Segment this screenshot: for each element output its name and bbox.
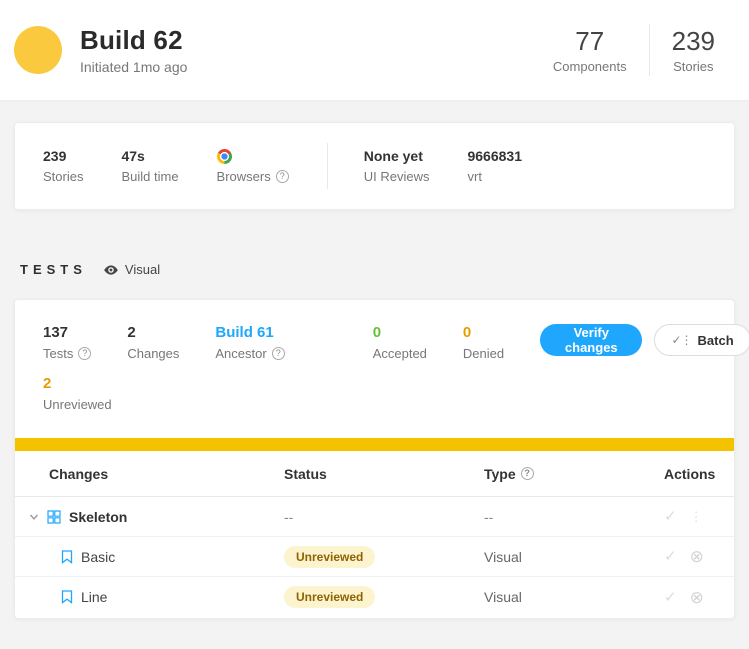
accepted-stat: 0 Accepted — [373, 324, 427, 361]
more-actions-icon[interactable]: ⋮ — [689, 508, 703, 524]
column-header-status: Status — [284, 465, 327, 482]
build-summary-card: 239 Stories 47s Build time Browsers ? No… — [14, 122, 735, 210]
bookmark-icon — [61, 549, 73, 564]
vrt-stat: 9666831 vrt — [467, 148, 522, 184]
ancestor-help-icon[interactable]: ? — [271, 347, 285, 360]
tests-count-label: Tests — [43, 346, 74, 361]
ui-reviews-label: UI Reviews — [363, 169, 430, 184]
build-title-block: Build 62 Initiated 1mo ago — [80, 25, 187, 75]
accepted-count: 0 — [372, 324, 382, 341]
deny-icon[interactable]: ⊗ — [689, 547, 704, 566]
row-type: Visual — [484, 548, 522, 565]
changes-count-stat: 2 Changes — [127, 324, 179, 361]
chevron-down-icon[interactable] — [29, 512, 39, 522]
build-avatar — [14, 26, 62, 74]
deny-icon[interactable]: ⊗ — [689, 587, 704, 607]
ancestor-stat: Build 61 Ancestor ? — [215, 324, 285, 361]
unreviewed-count: 2 — [43, 375, 52, 392]
denied-label: Denied — [462, 346, 505, 361]
tests-help-icon[interactable]: ? — [78, 347, 92, 360]
column-header-actions: Actions — [664, 465, 716, 482]
type-help-icon[interactable]: ? — [520, 467, 534, 480]
unreviewed-label: Unreviewed — [43, 397, 112, 412]
header-divider — [648, 24, 650, 76]
batch-button[interactable]: ✓⋮ Batch — [654, 324, 749, 356]
component-grid-icon — [47, 509, 61, 524]
header-stats: 77 Components 239 Stories — [531, 24, 719, 76]
column-header-changes: Changes — [49, 465, 109, 482]
visual-mode-label: Visual — [103, 262, 160, 277]
changes-count: 2 — [127, 324, 136, 341]
build-time-stat: 47s Build time — [121, 148, 178, 184]
tests-heading-label: TESTS — [20, 262, 87, 277]
components-count: 77 — [575, 26, 605, 56]
ui-reviews-value: None yet — [363, 148, 423, 164]
build-header: Build 62 Initiated 1mo ago 77 Components… — [0, 0, 749, 100]
row-status: -- — [284, 508, 294, 525]
table-row-story-line[interactable]: Line Unreviewed Visual ✓ ⊗ — [15, 577, 734, 617]
tests-section-heading: TESTS Visual — [20, 262, 729, 277]
build-time-label: Build time — [121, 169, 179, 184]
status-badge: Unreviewed — [284, 545, 376, 568]
accept-icon[interactable]: ✓ — [664, 548, 677, 565]
stories-count: 239 — [671, 26, 715, 56]
browsers-stat: Browsers ? — [216, 148, 289, 184]
batch-accept-icon: ✓⋮ — [671, 333, 692, 347]
unreviewed-progress-bar — [15, 438, 734, 451]
bookmark-icon — [61, 590, 73, 604]
components-stat: 77 Components — [531, 26, 649, 74]
ancestor-build-link[interactable]: Build 61 — [215, 324, 274, 341]
ui-reviews-stat: None yet UI Reviews — [364, 148, 430, 184]
denied-count: 0 — [462, 324, 472, 341]
table-row-story-basic[interactable]: Basic Unreviewed Visual ✓ ⊗ — [15, 537, 734, 577]
row-type: Visual — [484, 589, 522, 605]
build-initiated-label: Initiated 1mo ago — [80, 59, 188, 75]
accept-all-icon[interactable]: ✓ — [664, 508, 677, 525]
build-time-value: 47s — [121, 148, 145, 164]
summary-stories-label: Stories — [43, 169, 84, 184]
changes-table-header: Changes Status Type ? Actions — [15, 451, 734, 497]
status-badge: Unreviewed — [284, 586, 376, 608]
ancestor-label: Ancestor — [215, 346, 267, 361]
summary-divider — [326, 143, 328, 189]
vrt-value: 9666831 — [467, 148, 522, 164]
tests-count: 137 — [43, 324, 69, 341]
accept-icon[interactable]: ✓ — [664, 588, 677, 606]
tests-card: 137 Tests ? 2 Changes Build 61 Ancestor — [14, 299, 749, 619]
tests-count-stat: 137 Tests ? — [43, 324, 92, 361]
story-name: Line — [81, 589, 108, 605]
summary-stories-value: 239 — [43, 148, 67, 164]
tests-actions: Verify changes ✓⋮ Batch — [540, 324, 749, 356]
row-type: -- — [484, 508, 494, 525]
denied-stat: 0 Denied — [463, 324, 504, 361]
eye-icon — [104, 264, 118, 275]
browsers-help-icon[interactable]: ? — [275, 170, 289, 183]
story-name: Basic — [81, 548, 116, 565]
verify-changes-button[interactable]: Verify changes — [540, 324, 643, 356]
main-content: 239 Stories 47s Build time Browsers ? No… — [0, 100, 749, 619]
changes-table: Changes Status Type ? Actions Skele — [15, 451, 734, 617]
table-row-component-skeleton[interactable]: Skeleton -- -- ✓ ⋮ — [15, 497, 734, 537]
summary-stories-stat: 239 Stories — [43, 148, 83, 184]
browsers-label: Browsers — [216, 169, 271, 184]
chrome-browser-icon — [216, 148, 232, 164]
components-label: Components — [552, 59, 627, 74]
component-name: Skeleton — [69, 508, 128, 525]
accepted-label: Accepted — [372, 346, 427, 361]
tests-summary: 137 Tests ? 2 Changes Build 61 Ancestor — [15, 324, 749, 412]
column-header-type: Type — [484, 465, 516, 482]
changes-count-label: Changes — [127, 346, 180, 361]
unreviewed-stat: 2 Unreviewed — [43, 375, 670, 412]
page-title: Build 62 — [80, 25, 183, 55]
batch-button-label: Batch — [697, 332, 734, 348]
stories-stat: 239 Stories — [650, 26, 719, 74]
vrt-label: vrt — [467, 169, 482, 184]
stories-label: Stories — [673, 59, 714, 74]
